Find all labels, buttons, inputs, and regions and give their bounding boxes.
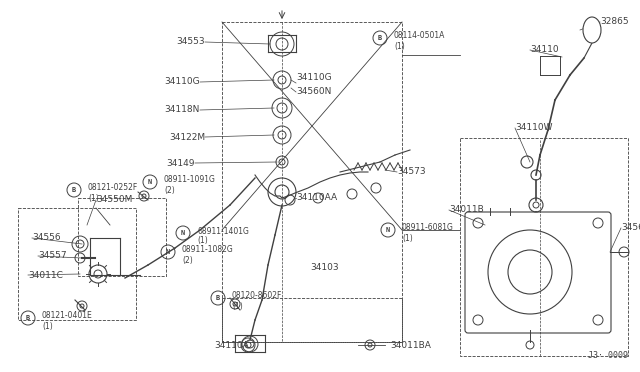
Bar	[78, 198, 166, 276]
Text: 34110G: 34110G	[164, 77, 200, 87]
Bar	[222, 298, 402, 342]
Text: B: B	[378, 35, 382, 41]
Text: B: B	[26, 315, 30, 321]
Text: 08911-1401G: 08911-1401G	[197, 227, 249, 235]
Text: 34110: 34110	[530, 45, 559, 55]
Bar	[460, 138, 628, 356]
Text: N: N	[148, 179, 152, 185]
Text: 08911-1082G: 08911-1082G	[182, 246, 234, 254]
Text: 08911-1091G: 08911-1091G	[164, 176, 216, 185]
Text: 34110W: 34110W	[515, 124, 552, 132]
Text: B: B	[72, 187, 76, 193]
Text: 34011BA: 34011BA	[390, 340, 431, 350]
Text: (1): (1)	[197, 237, 208, 246]
Text: (1): (1)	[88, 193, 99, 202]
Text: (1): (1)	[402, 234, 413, 243]
Text: 34122M: 34122M	[169, 132, 205, 141]
Text: J3· 0009: J3· 0009	[588, 351, 628, 360]
Bar	[18, 208, 136, 320]
Text: 34565M: 34565M	[621, 224, 640, 232]
Text: 34110A: 34110A	[214, 340, 250, 350]
Text: 34149: 34149	[166, 158, 195, 167]
Text: 34560N: 34560N	[296, 87, 332, 96]
Text: 34103: 34103	[310, 263, 339, 273]
Text: N: N	[166, 249, 170, 255]
Text: 08121-0401E: 08121-0401E	[42, 311, 93, 321]
Text: 34118N: 34118N	[164, 106, 200, 115]
Text: 08114-0501A: 08114-0501A	[394, 32, 445, 41]
Text: 34553: 34553	[177, 38, 205, 46]
Text: 34011B: 34011B	[449, 205, 484, 215]
Text: (2): (2)	[182, 256, 193, 264]
Text: 32865: 32865	[600, 17, 628, 26]
Text: (2): (2)	[164, 186, 175, 195]
Text: 34011C: 34011C	[28, 270, 63, 279]
Text: 08120-8602F: 08120-8602F	[232, 292, 282, 301]
FancyBboxPatch shape	[465, 212, 611, 333]
Bar	[222, 22, 402, 342]
Text: 34556: 34556	[32, 234, 61, 243]
Text: (1): (1)	[42, 321, 52, 330]
Text: 34550M: 34550M	[96, 196, 132, 205]
Text: 34573: 34573	[397, 167, 426, 176]
Text: N: N	[386, 227, 390, 233]
Ellipse shape	[583, 17, 601, 43]
Text: 34557: 34557	[38, 251, 67, 260]
Text: 34110AA: 34110AA	[296, 193, 337, 202]
Text: 08121-0252F: 08121-0252F	[88, 183, 138, 192]
Text: (1): (1)	[394, 42, 404, 51]
Text: B: B	[216, 295, 220, 301]
Text: (1): (1)	[232, 301, 243, 311]
Text: N: N	[181, 230, 185, 236]
Text: 08911-6081G: 08911-6081G	[402, 224, 454, 232]
Text: 34110G: 34110G	[296, 74, 332, 83]
